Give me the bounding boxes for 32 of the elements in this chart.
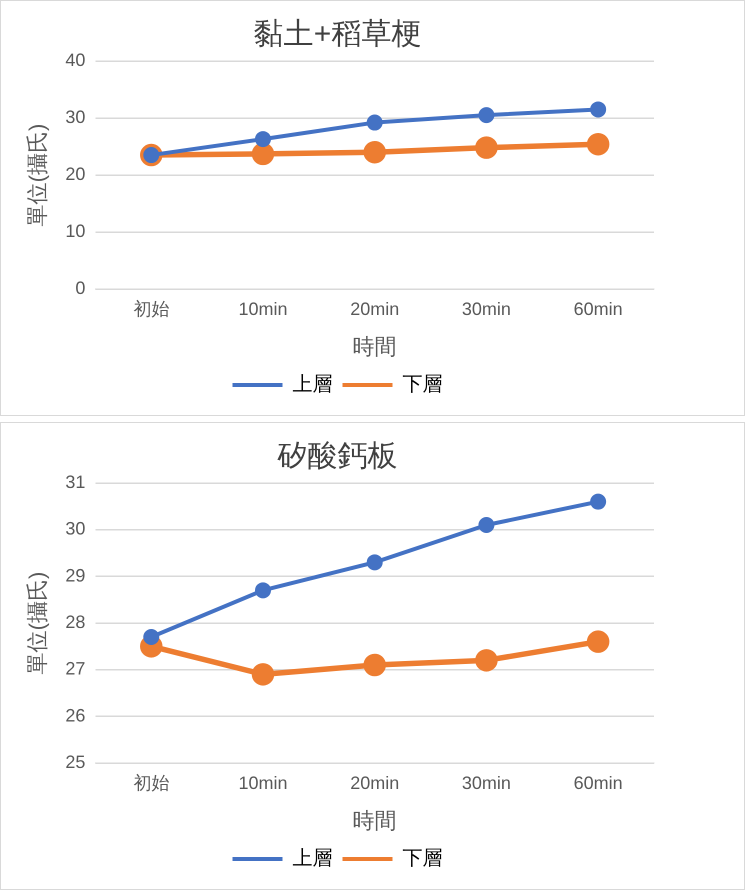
x-axis-title: 時間: [352, 334, 397, 359]
x-tick-label: 10min: [238, 298, 288, 319]
x-tick-label: 10min: [238, 772, 288, 793]
legend-label: 上層: [292, 374, 332, 396]
y-axis-title: 單位(攝氏): [24, 572, 50, 674]
legend-label: 下層: [402, 848, 442, 870]
y-tick-label: 29: [65, 565, 86, 586]
y-tick-label: 0: [75, 278, 86, 298]
y-tick-label: 27: [65, 658, 86, 679]
y-tick-label: 20: [65, 164, 86, 184]
x-tick-label: 初始: [133, 772, 170, 793]
y-tick-label: 10: [65, 220, 86, 241]
legend-label: 下層: [402, 374, 442, 396]
x-tick-label: 30min: [462, 298, 511, 319]
chart-title: 黏土+稻草梗: [254, 17, 422, 50]
x-tick-label: 60min: [574, 772, 623, 793]
y-tick-label: 26: [65, 705, 86, 726]
y-axis-title: 單位(攝氏): [24, 124, 50, 226]
x-tick-label: 20min: [350, 772, 400, 793]
y-tick-label: 40: [65, 50, 86, 70]
x-tick-label: 60min: [574, 298, 623, 319]
y-tick-label: 30: [65, 106, 86, 127]
y-tick-label: 25: [65, 752, 86, 772]
x-axis-title: 時間: [352, 808, 397, 833]
x-tick-label: 30min: [462, 772, 511, 793]
x-tick-label: 20min: [350, 298, 400, 319]
chart-title: 矽酸鈣板: [276, 439, 398, 472]
y-tick-label: 31: [65, 472, 86, 492]
y-tick-label: 30: [65, 518, 86, 539]
y-tick-label: 28: [65, 612, 86, 632]
legend-label: 上層: [292, 848, 332, 870]
x-tick-label: 初始: [133, 298, 170, 319]
